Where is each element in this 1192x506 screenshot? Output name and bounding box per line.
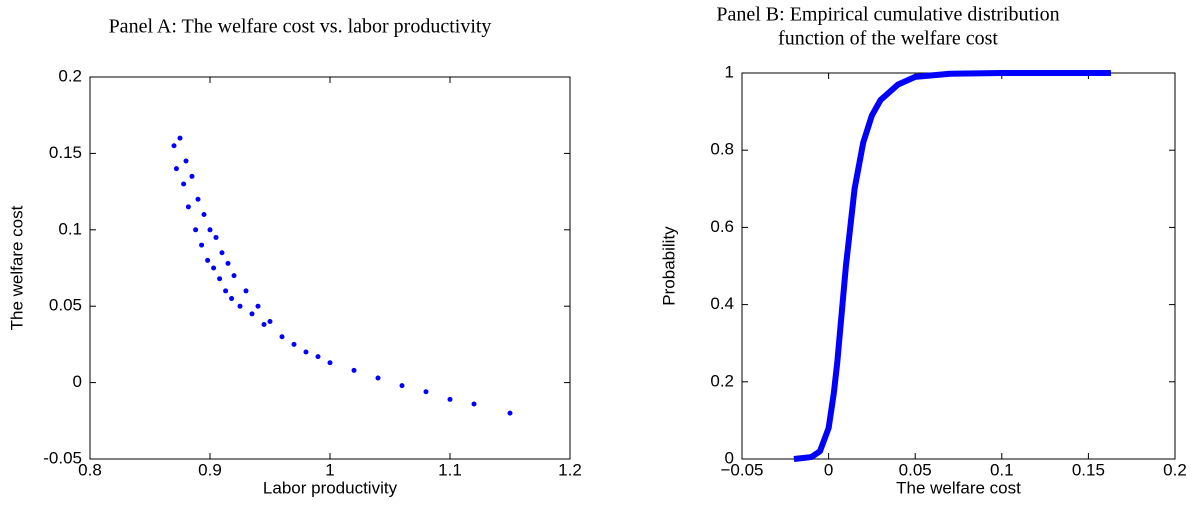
point [375, 375, 381, 381]
point [471, 401, 477, 407]
y-tick-label: 0.4 [710, 294, 734, 313]
point [229, 296, 235, 302]
y-tick-label: 0.2 [710, 371, 734, 390]
y-axis-label: Probability [659, 226, 678, 306]
point [205, 257, 211, 263]
point [231, 273, 237, 279]
x-tick-label: 0.2 [1163, 460, 1187, 479]
point [195, 196, 201, 202]
point [171, 143, 177, 149]
x-tick-label: 0.05 [899, 460, 932, 479]
y-tick-label: 0.1 [58, 219, 82, 238]
x-tick-label: 1 [325, 460, 334, 479]
point [193, 227, 199, 233]
point [213, 234, 219, 240]
y-tick-label: 0 [73, 372, 82, 391]
point [219, 250, 225, 256]
x-tick-label: 1.1 [438, 460, 462, 479]
point [177, 135, 183, 141]
point [237, 303, 243, 309]
y-tick-label: 0.8 [710, 140, 734, 159]
point [267, 318, 273, 324]
point [327, 360, 333, 366]
y-tick-label: 0.05 [49, 296, 82, 315]
point [303, 349, 309, 355]
point [255, 303, 261, 309]
y-tick-label: 0.15 [49, 143, 82, 162]
point [181, 181, 187, 187]
point [189, 173, 195, 179]
point [249, 311, 255, 317]
x-axis-label: Labor productivity [263, 478, 398, 497]
plot-frame [741, 72, 1176, 460]
y-tick-label: 0 [725, 448, 734, 467]
x-tick-label: 0 [824, 460, 833, 479]
x-axis-label: The welfare cost [896, 478, 1021, 497]
point [217, 276, 223, 282]
point [315, 354, 321, 360]
y-tick-label: 0.2 [58, 66, 82, 85]
chart-title: Panel B: Empirical cumulative distributi… [716, 4, 1059, 26]
x-tick-label: −0.05 [720, 460, 763, 479]
point [225, 260, 231, 266]
point [261, 322, 267, 328]
point [211, 265, 217, 271]
x-tick-label: 0.15 [1072, 460, 1105, 479]
point [399, 383, 405, 389]
y-tick-label: 0.6 [710, 217, 734, 236]
x-tick-label: 0.9 [198, 460, 222, 479]
point [173, 166, 179, 172]
point [507, 410, 513, 416]
point [223, 288, 229, 294]
chart-title: Panel A: The welfare cost vs. labor prod… [109, 16, 492, 38]
point [291, 341, 297, 347]
point [243, 288, 249, 294]
point [185, 204, 191, 210]
x-tick-label: 0.8 [78, 460, 102, 479]
x-tick-label: 0.1 [990, 460, 1014, 479]
point [183, 158, 189, 164]
y-axis-label: The welfare cost [7, 205, 26, 330]
point [423, 389, 429, 395]
y-tick-label: -0.05 [43, 448, 82, 467]
chart-title: function of the welfare cost [778, 28, 998, 50]
point [279, 334, 285, 340]
point [199, 242, 205, 248]
point [447, 396, 453, 402]
point [351, 367, 357, 373]
y-tick-label: 1 [725, 62, 734, 81]
plot-frame [89, 76, 571, 460]
point [207, 227, 213, 233]
x-tick-label: 1.2 [558, 460, 582, 479]
cdf-line [793, 70, 1111, 462]
point [201, 212, 207, 218]
